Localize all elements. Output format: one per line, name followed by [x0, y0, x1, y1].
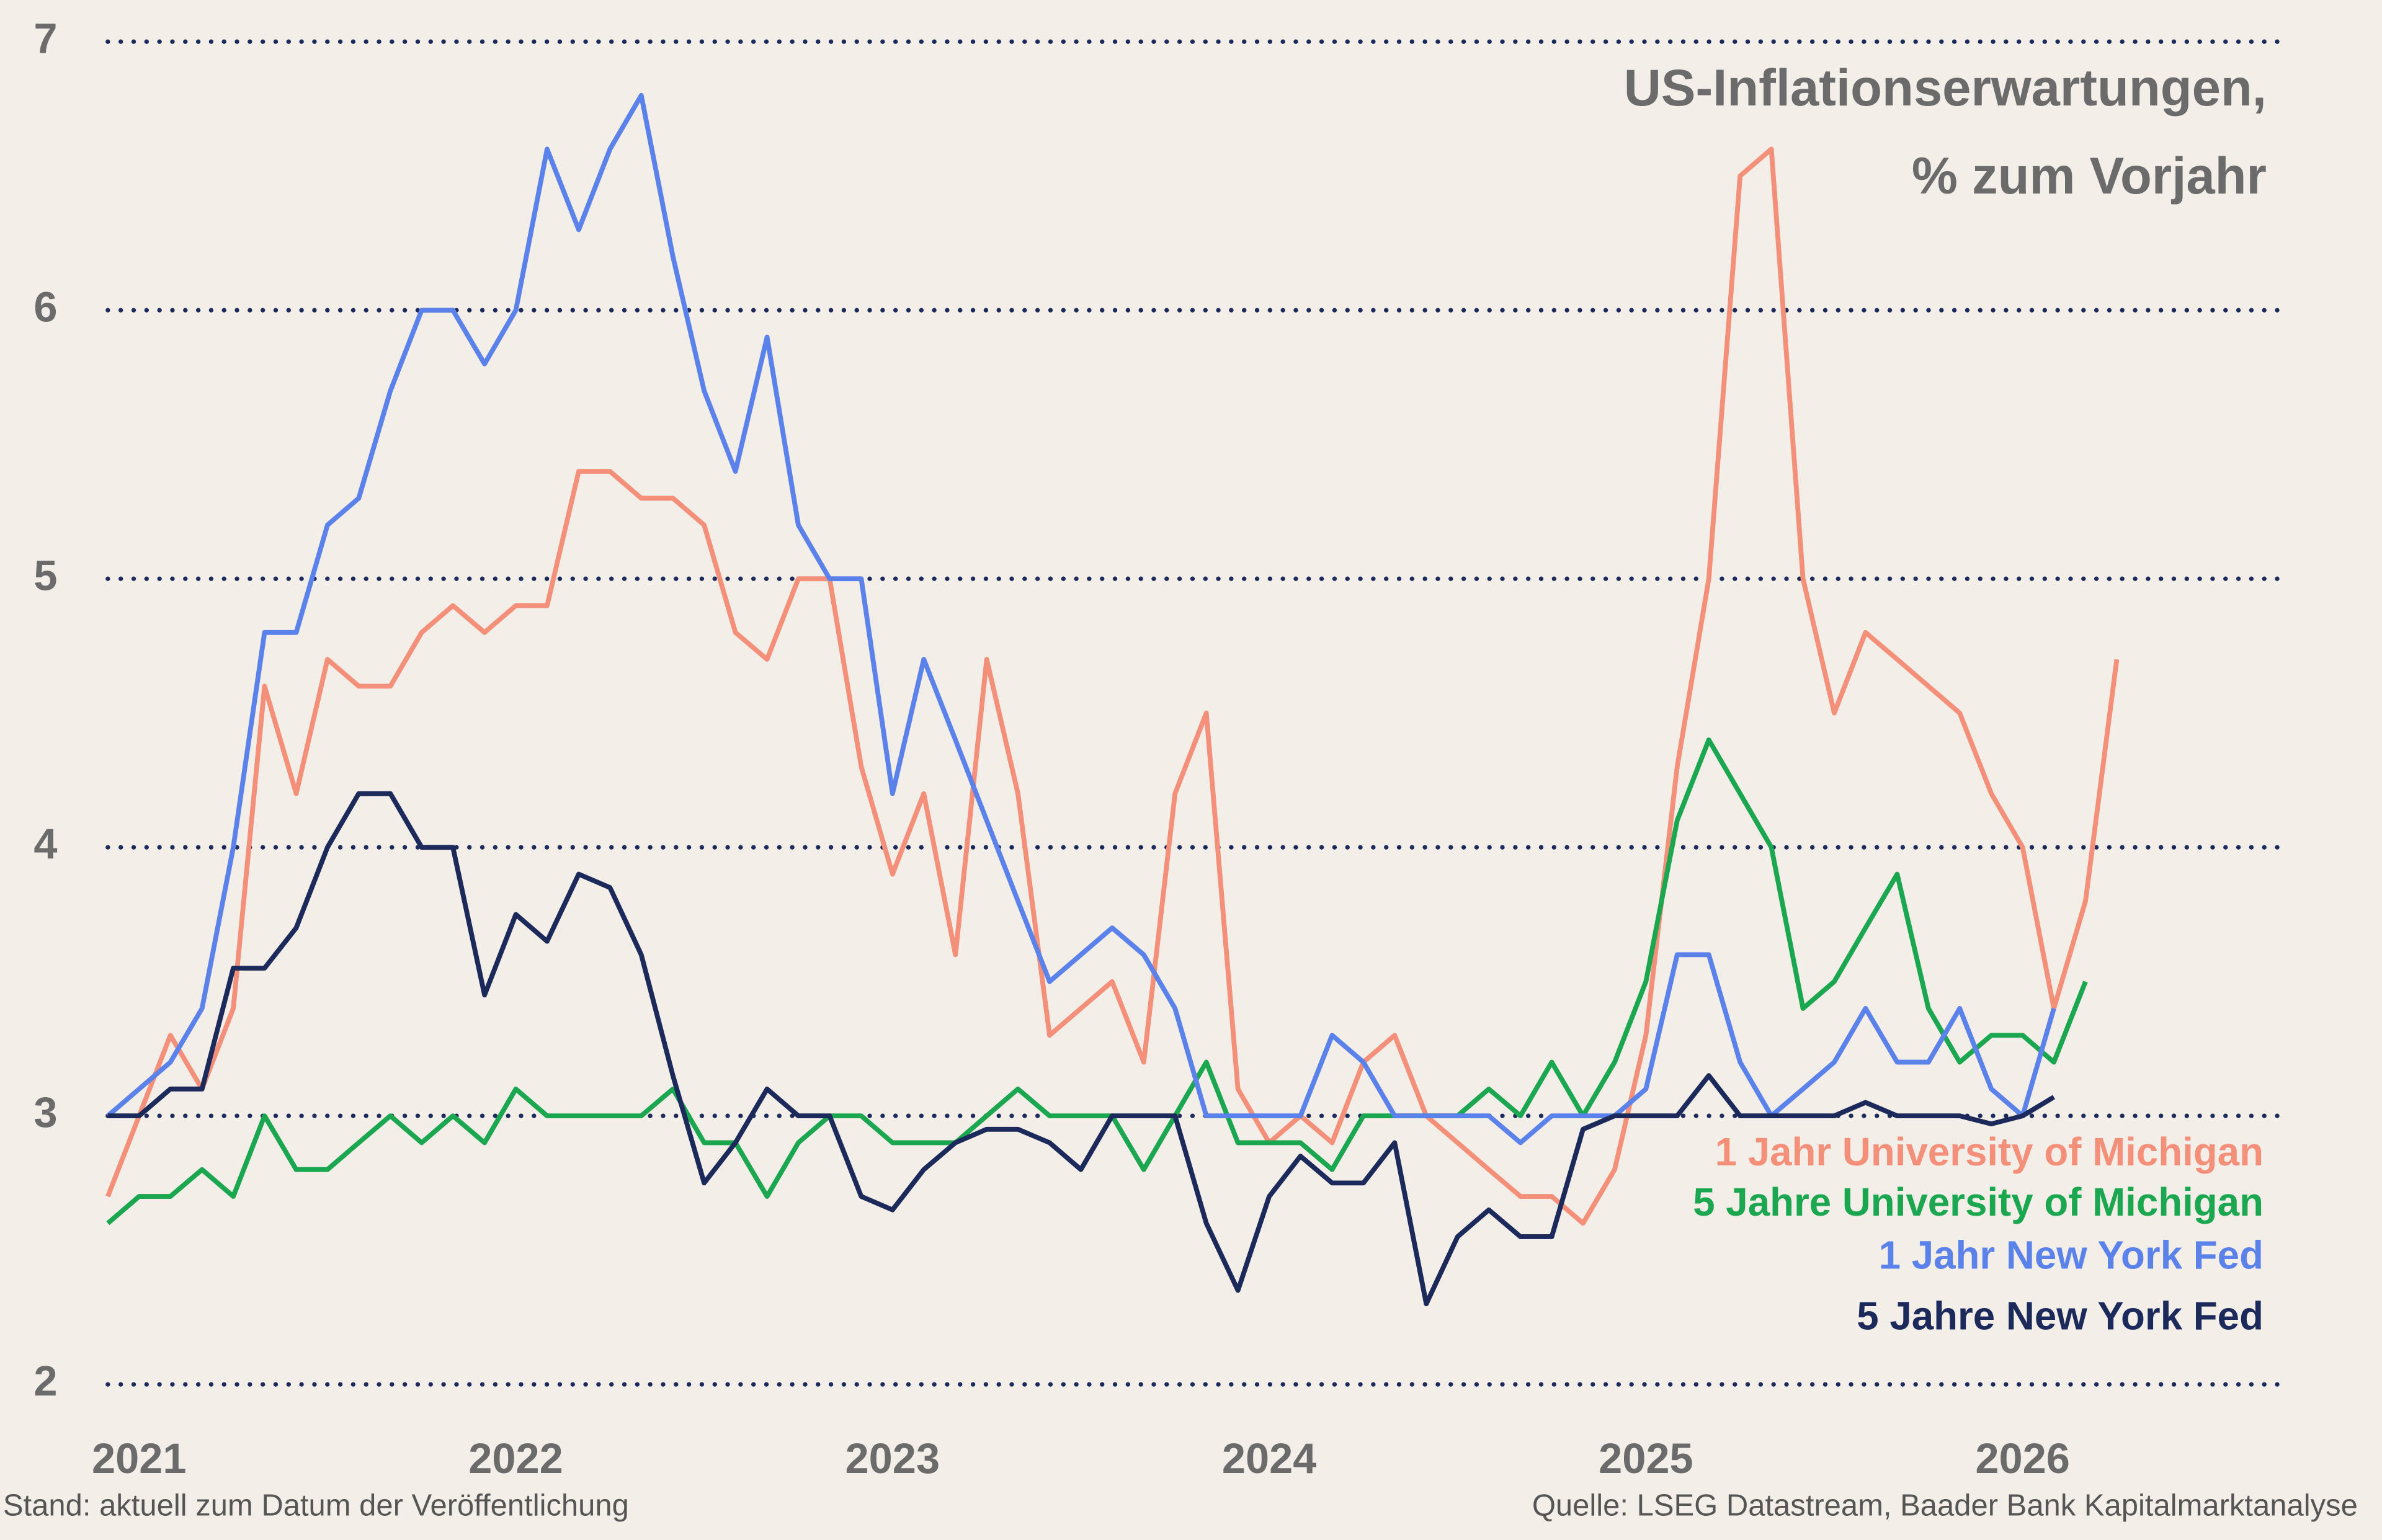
y-tick-label: 6 — [33, 283, 57, 331]
series-line — [107, 791, 2056, 1307]
chart-title: % zum Vorjahr — [1912, 147, 2267, 205]
legend-entry: 5 Jahre New York Fed — [1857, 1294, 2264, 1338]
legend-entry: 5 Jahre University of Michigan — [1693, 1180, 2264, 1224]
legend-entry: 1 Jahr University of Michigan — [1715, 1130, 2264, 1174]
y-tick-label: 2 — [33, 1357, 57, 1405]
y-tick-label: 7 — [33, 14, 57, 62]
legend-entry: 1 Jahr New York Fed — [1879, 1234, 2264, 1278]
series-line — [106, 737, 2088, 1226]
x-tick-label: 2022 — [468, 1435, 563, 1482]
x-tick-label: 2021 — [92, 1435, 187, 1482]
y-tick-label: 4 — [33, 820, 57, 868]
x-tick-label: 2025 — [1599, 1435, 1693, 1482]
y-tick-label: 5 — [33, 551, 57, 599]
series-line — [105, 146, 2120, 1226]
x-tick-label: 2026 — [1975, 1435, 2070, 1482]
series-line — [106, 92, 2056, 1146]
y-tick-label: 3 — [33, 1088, 57, 1136]
chart-title: US-Inflationserwartungen, — [1624, 59, 2267, 117]
x-tick-label: 2023 — [845, 1435, 940, 1482]
source: Quelle: LSEG Datastream, Baader Bank Kap… — [1532, 1489, 2358, 1522]
x-tick-label: 2024 — [1222, 1435, 1317, 1482]
footnote: Stand: aktuell zum Datum der Veröffentli… — [3, 1489, 629, 1522]
